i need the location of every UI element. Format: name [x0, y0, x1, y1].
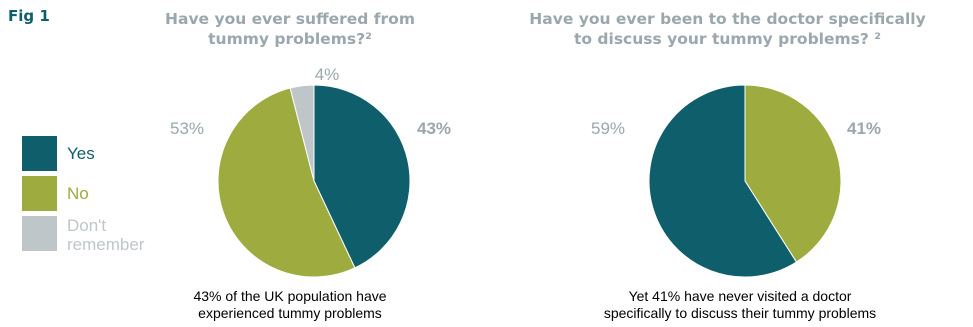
chart-title-line: Have you ever been to the doctor specifi… [529, 10, 926, 28]
legend-swatch-yes [22, 136, 57, 171]
legend-label-text: Yes [67, 144, 95, 163]
pie-slice-no [648, 84, 798, 278]
pie-data-label: 4% [315, 65, 340, 84]
pie-slice-yes [744, 84, 842, 263]
chart-title-doctor-visit: Have you ever been to the doctor specifi… [485, 9, 970, 49]
pie-data-label: 53% [170, 119, 204, 138]
legend-label-text: Don't [67, 216, 107, 235]
legend-swatch-no [22, 176, 57, 211]
figure-label: Fig 1 [8, 7, 50, 25]
pie-slice-no [217, 87, 356, 278]
legend-label-no: No [67, 184, 89, 203]
chart-title-tummy-problems: Have you ever suffered from tummy proble… [140, 9, 440, 49]
caption-tummy-problems: 43% of the UK population have experience… [160, 288, 420, 322]
pie-data-label: 43% [417, 119, 451, 138]
pie-data-label: 59% [591, 119, 625, 138]
pie-data-label: 41% [847, 119, 881, 138]
legend-label-text: remember [67, 235, 145, 254]
caption-line: 43% of the UK population have [193, 288, 387, 304]
pie-slice-yes [313, 84, 411, 269]
caption-line: Yet 41% have never visited a doctor [628, 288, 852, 304]
caption-doctor-visit: Yet 41% have never visited a doctor spec… [540, 288, 940, 322]
chart-title-line: Have you ever suffered from [165, 10, 415, 28]
legend-label-text: No [67, 184, 89, 203]
pie-slice-don-t-remember [289, 84, 315, 182]
legend-label-dont-remember: Don't remember [67, 216, 144, 254]
chart-title-line: tummy problems?² [208, 30, 372, 48]
caption-line: specifically to discuss their tummy prob… [603, 305, 877, 321]
chart-title-line: to discuss your tummy problems? ² [573, 30, 882, 48]
legend-label-yes: Yes [67, 144, 95, 163]
legend-swatch-dont-remember [22, 216, 57, 251]
caption-line: experienced tummy problems [198, 305, 382, 321]
